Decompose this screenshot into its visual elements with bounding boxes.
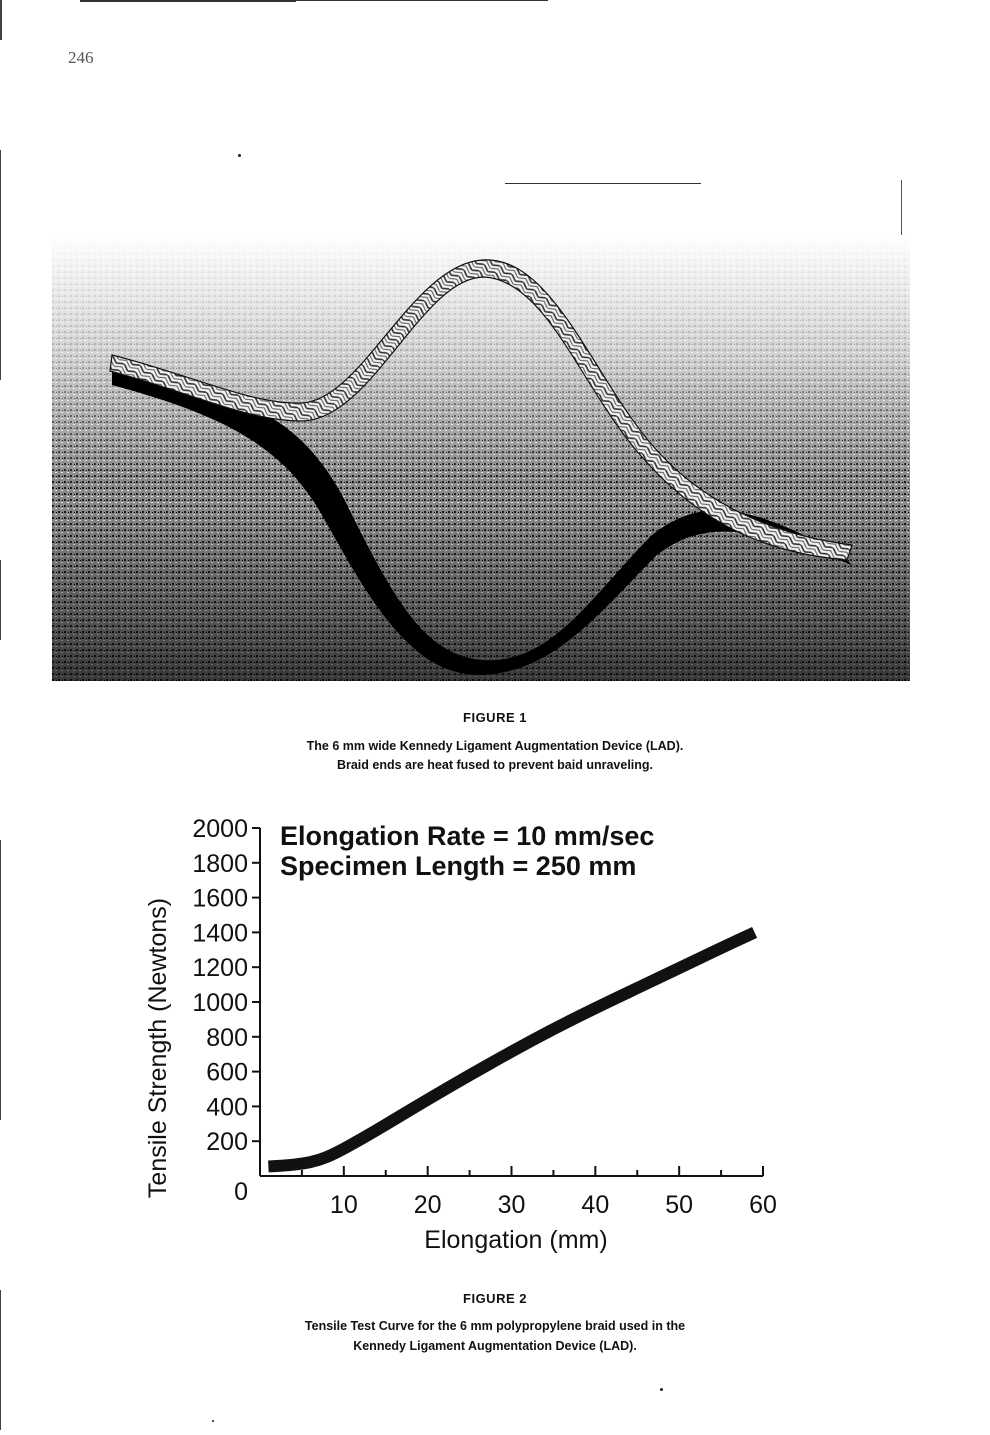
y-tick-label: 2000 [192,815,248,843]
x-axis: 10 20 30 40 50 60 [260,1166,777,1219]
figure2-caption-line2: Kennedy Ligament Augmentation Device (LA… [353,1339,637,1353]
speck [212,1420,214,1422]
figure1-label: FIGURE 1 [463,710,527,725]
y-tick-label: 400 [206,1093,248,1121]
stray-line [505,183,701,184]
x-tick-label: 20 [414,1191,442,1219]
series-line-group [268,926,758,1173]
y-tick-label-zero: 0 [234,1178,248,1206]
y-tick-label: 1800 [192,850,248,878]
y-tick-label: 600 [206,1059,248,1087]
y-tick-label: 1400 [192,919,248,947]
page-number: 246 [68,48,94,67]
y-tick-label: 200 [206,1128,248,1156]
figure1-caption-line2: Braid ends are heat fused to prevent bai… [336,758,654,772]
margin-mark [0,1290,1,1430]
x-tick-label: 40 [581,1191,609,1219]
figure2-caption-line1: Tensile Test Curve for the 6 mm polyprop… [304,1319,686,1333]
x-tick-label: 30 [498,1191,526,1219]
x-tick-label: 10 [330,1191,358,1219]
x-tick-label: 60 [749,1191,777,1219]
series-line [268,926,758,1173]
speck [238,154,241,157]
chart-annotation-length: Specimen Length = 250 mm [280,851,636,881]
y-tick-label: 1200 [192,954,248,982]
y-tick-label: 1000 [192,989,248,1017]
margin-mark [0,150,1,380]
x-axis-label: Elongation (mm) [424,1226,607,1254]
x-tick-label: 50 [665,1191,693,1219]
speck [660,1388,663,1391]
top-rule [296,0,548,1]
y-tick-label: 1600 [192,885,248,913]
figure1-photo [52,235,910,681]
figure2-chart: 200 400 600 800 1000 1200 1400 1600 1800 2000 0 10… [144,815,777,1254]
y-axis-label: Tensile Strength (Newtons) [144,898,172,1198]
braid-device [109,259,853,561]
y-tick-label: 800 [206,1024,248,1052]
margin-mark [0,840,1,1120]
margin-mark [0,560,1,640]
chart-annotation-rate: Elongation Rate = 10 mm/sec [280,821,654,851]
figure2-label: FIGURE 2 [463,1291,527,1306]
top-rule [80,0,296,2]
figure1-caption-line1: The 6 mm wide Kennedy Ligament Augmentat… [306,739,684,753]
margin-mark [0,0,2,40]
y-axis: 200 400 600 800 1000 1200 1400 1600 1800 2000 0 [192,815,261,1206]
braid-shadow [112,370,852,675]
